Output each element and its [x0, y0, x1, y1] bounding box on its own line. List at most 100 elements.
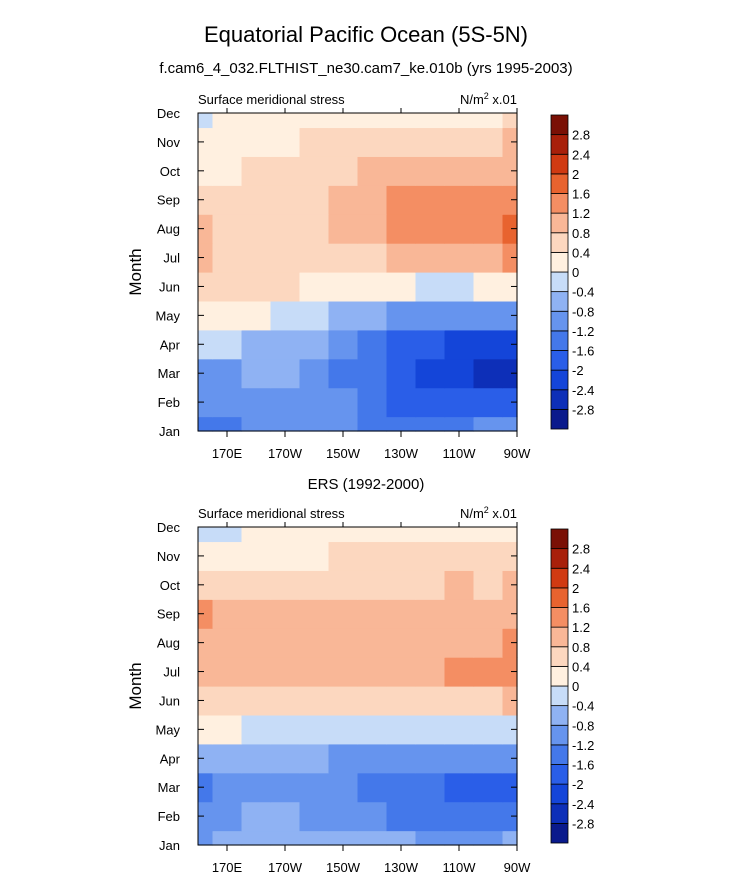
panel-1-cell — [198, 243, 214, 273]
panel-2-colorbar-box — [550, 744, 569, 765]
panel-2-cell — [270, 570, 301, 600]
panel-2-colorbar-box — [550, 724, 569, 746]
panel-2-colorbar-label: -0.4 — [572, 699, 594, 714]
panel-2-cell — [444, 830, 475, 846]
panel-1-field — [198, 113, 518, 432]
panel-2-cell — [473, 570, 504, 600]
panel-2-cell — [444, 801, 475, 832]
panel-2-cell — [299, 801, 330, 832]
panel-1-cell — [473, 127, 504, 157]
panel-1-cell — [212, 214, 243, 244]
panel-2-cell — [502, 743, 518, 774]
panel-2-cell — [198, 628, 214, 658]
panel-2-cell — [386, 527, 417, 543]
panel-2-cell — [444, 599, 475, 629]
panel-2-cell — [502, 570, 518, 600]
panel-2-cell — [299, 541, 330, 571]
panel-1-cell — [357, 358, 388, 389]
panel-1-cell — [270, 416, 301, 432]
panel-1-cell — [473, 416, 504, 432]
panel-1-cell — [502, 156, 518, 186]
panel-1-colorbar-label: 2 — [572, 167, 579, 182]
panel-1-cell — [198, 113, 214, 129]
panel-1-colorbar-box — [550, 310, 569, 332]
panel-1-cell — [270, 156, 301, 186]
panel-2-cell — [212, 657, 243, 687]
panel-2-cell — [241, 743, 272, 774]
panel-1-colorbar-box — [550, 291, 569, 312]
panel-2-cell — [415, 657, 446, 687]
panel-2-y-tick-label: Jul — [163, 665, 180, 680]
panel-1-cell — [444, 416, 475, 432]
panel-2-colorbar-label: 2 — [572, 581, 579, 596]
panel-2-cell — [270, 628, 301, 658]
panel-2-cell — [299, 628, 330, 658]
panel-1-cell — [198, 214, 214, 244]
panel-2-y-axis-label: Month — [126, 662, 145, 709]
panel-1-cell — [328, 127, 359, 157]
panel-2-cell — [386, 801, 417, 832]
panel-1-cell — [299, 358, 330, 389]
panel-1-cell — [386, 358, 417, 389]
panel-2-cell — [270, 830, 301, 846]
panel-1-y-axis-label: Month — [126, 248, 145, 295]
panel-2-units-suffix: x.01 — [489, 506, 517, 521]
panel-2-cell — [299, 830, 330, 846]
panel-1-cell — [270, 272, 301, 302]
panel-2-cell — [357, 772, 388, 803]
figure-title: Equatorial Pacific Ocean (5S-5N) — [203, 22, 529, 47]
panel-2-cell — [270, 743, 301, 774]
panel-2-cell — [357, 714, 388, 745]
panel-2-cell — [198, 570, 214, 600]
panel-2-colorbar-box — [550, 626, 569, 648]
panel-1-cell — [212, 329, 243, 360]
panel-1-cell — [357, 156, 388, 186]
panel-1-colorbar-label: 2.4 — [572, 147, 590, 162]
panel-1-cell — [386, 300, 417, 331]
panel-2-cell — [473, 801, 504, 832]
panel-2-cell — [241, 772, 272, 803]
panel-2-cell — [198, 686, 214, 716]
panel-1-cell — [473, 329, 504, 360]
panel-2-cell — [328, 743, 359, 774]
panel-1-cell — [198, 300, 214, 331]
panel-1-colorbar-label: -2.8 — [572, 402, 594, 417]
panel-2-variable-label: Surface meridional stress — [198, 506, 345, 521]
panel-2-cell — [299, 599, 330, 629]
panel-1-cell — [386, 127, 417, 157]
panel-1-cell — [502, 416, 518, 432]
panel-1-cell — [386, 329, 417, 360]
panel-1-cell — [241, 156, 272, 186]
panel-1-cell — [299, 113, 330, 129]
panel-2-cell — [502, 772, 518, 803]
panel-2-units-base: N/m — [460, 506, 484, 521]
panel-2-cell — [444, 686, 475, 716]
panel-1-cell — [444, 243, 475, 273]
panel-2-cell — [473, 830, 504, 846]
panel-2-cell — [415, 714, 446, 745]
panel-2-cell — [328, 714, 359, 745]
panel-2-cell — [299, 714, 330, 745]
panel-2-cell — [299, 527, 330, 543]
panel-1-colorbar-box — [550, 134, 569, 155]
panel-1-cell — [212, 243, 243, 273]
panel-1-cell — [444, 214, 475, 244]
panel-2-cell — [328, 570, 359, 600]
panel-1-cell — [444, 358, 475, 389]
panel-2-cell — [386, 714, 417, 745]
panel-1-units-base: N/m — [460, 92, 484, 107]
panel-1-cell — [473, 387, 504, 418]
panel-2-cell — [328, 686, 359, 716]
panel-1-colorbar-box — [550, 114, 569, 136]
panel-2-cell — [502, 541, 518, 571]
panel-1-colorbar-box — [550, 271, 569, 293]
panel-2-cell — [444, 527, 475, 543]
panel-1-cell — [212, 185, 243, 215]
panel-1-colorbar-label: -2.4 — [572, 383, 594, 398]
panel-1-cell — [241, 243, 272, 273]
panel-1-cell — [357, 387, 388, 418]
panel-1-colorbar-box — [550, 232, 569, 253]
panel-1-y-tick-label: Apr — [160, 337, 181, 352]
panel-2-cell — [386, 570, 417, 600]
